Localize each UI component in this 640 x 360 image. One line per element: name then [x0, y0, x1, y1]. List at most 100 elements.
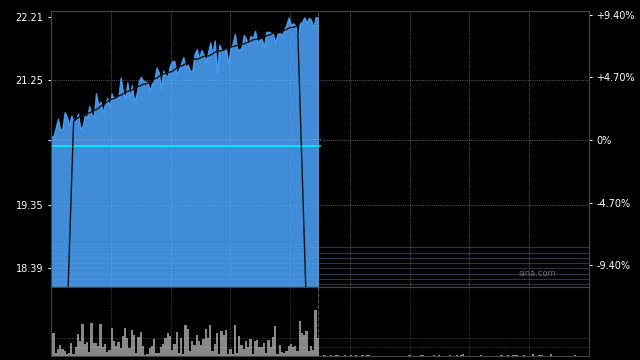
- Bar: [408, 355, 411, 356]
- Bar: [207, 338, 209, 356]
- Bar: [223, 335, 225, 356]
- Bar: [178, 353, 180, 356]
- Bar: [180, 338, 182, 356]
- Bar: [122, 336, 124, 356]
- Bar: [133, 335, 135, 356]
- Bar: [305, 331, 308, 356]
- Bar: [115, 346, 117, 356]
- Bar: [205, 329, 207, 356]
- Bar: [574, 355, 577, 356]
- Bar: [191, 341, 193, 356]
- Bar: [84, 343, 86, 356]
- Bar: [335, 355, 337, 356]
- Bar: [303, 335, 305, 356]
- Bar: [153, 339, 156, 356]
- Bar: [250, 339, 252, 356]
- Bar: [243, 349, 245, 356]
- Bar: [196, 335, 198, 356]
- Bar: [420, 355, 422, 356]
- Bar: [366, 355, 368, 356]
- Bar: [104, 344, 106, 356]
- Bar: [79, 341, 81, 356]
- Bar: [86, 342, 88, 356]
- Bar: [507, 355, 509, 356]
- Bar: [460, 355, 462, 356]
- Bar: [285, 351, 287, 356]
- Bar: [550, 354, 552, 356]
- Bar: [516, 355, 518, 356]
- Bar: [75, 347, 77, 356]
- Bar: [323, 355, 326, 356]
- Bar: [193, 345, 196, 356]
- Bar: [514, 355, 516, 356]
- Bar: [287, 346, 290, 356]
- Bar: [157, 353, 160, 356]
- Bar: [480, 355, 483, 356]
- Bar: [120, 347, 122, 356]
- Bar: [532, 354, 534, 356]
- Bar: [131, 330, 133, 356]
- Bar: [111, 328, 113, 356]
- Bar: [314, 310, 317, 356]
- Bar: [301, 333, 303, 356]
- Bar: [362, 355, 364, 356]
- Bar: [59, 345, 61, 356]
- Bar: [61, 349, 63, 356]
- Bar: [129, 348, 131, 356]
- Bar: [175, 332, 178, 356]
- Bar: [187, 329, 189, 356]
- Bar: [142, 346, 144, 356]
- Bar: [160, 347, 162, 356]
- Bar: [234, 325, 236, 356]
- Bar: [274, 327, 276, 356]
- Bar: [227, 354, 229, 356]
- Bar: [308, 351, 310, 356]
- Bar: [238, 336, 241, 356]
- Bar: [312, 350, 314, 356]
- Bar: [296, 351, 299, 356]
- Bar: [68, 353, 70, 356]
- Bar: [511, 355, 514, 356]
- Bar: [102, 347, 104, 356]
- Bar: [245, 341, 247, 356]
- Bar: [263, 343, 265, 356]
- Bar: [290, 344, 292, 356]
- Bar: [144, 355, 147, 356]
- Bar: [90, 323, 93, 356]
- Bar: [462, 354, 465, 356]
- Bar: [294, 346, 296, 356]
- Bar: [200, 345, 202, 356]
- Bar: [173, 344, 175, 356]
- Bar: [124, 328, 126, 356]
- Bar: [259, 347, 260, 356]
- Bar: [355, 355, 357, 356]
- Bar: [54, 353, 57, 356]
- Bar: [272, 337, 274, 356]
- Bar: [310, 346, 312, 356]
- Bar: [209, 325, 211, 356]
- Bar: [265, 353, 268, 356]
- Bar: [422, 355, 424, 356]
- Bar: [344, 355, 346, 356]
- Bar: [283, 353, 285, 356]
- Bar: [108, 350, 111, 356]
- Bar: [140, 332, 142, 356]
- Bar: [147, 354, 148, 356]
- Bar: [241, 345, 243, 356]
- Bar: [438, 355, 440, 356]
- Bar: [350, 355, 353, 356]
- Bar: [317, 338, 319, 356]
- Bar: [57, 349, 59, 356]
- Bar: [113, 341, 115, 356]
- Bar: [99, 324, 102, 356]
- Bar: [269, 347, 272, 356]
- Bar: [299, 321, 301, 356]
- Bar: [236, 353, 238, 356]
- Bar: [138, 337, 140, 356]
- Bar: [66, 355, 68, 356]
- Bar: [330, 355, 332, 356]
- Bar: [368, 355, 371, 356]
- Bar: [214, 344, 216, 356]
- Bar: [268, 340, 269, 356]
- Bar: [126, 338, 129, 356]
